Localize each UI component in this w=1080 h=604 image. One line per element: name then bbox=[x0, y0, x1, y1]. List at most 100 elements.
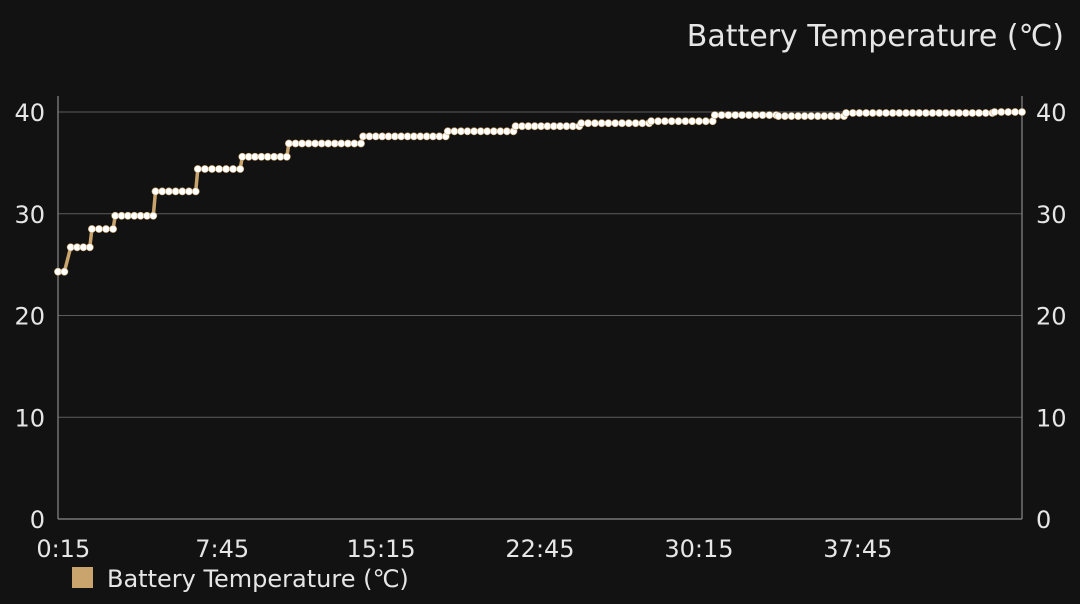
y-tick-right-40: 40 bbox=[1036, 99, 1067, 127]
data-point-12-0 bbox=[647, 117, 656, 126]
x-tick-4: 30:15 bbox=[664, 535, 733, 563]
data-point-9-4 bbox=[470, 127, 478, 136]
data-point-5-2 bbox=[208, 165, 216, 173]
data-point-15-1 bbox=[848, 109, 857, 117]
data-point-5-0 bbox=[193, 165, 202, 173]
data-point-11-9 bbox=[638, 119, 647, 128]
legend: Battery Temperature (℃) bbox=[72, 565, 409, 593]
data-point-12-1 bbox=[654, 117, 662, 126]
data-point-14-9 bbox=[833, 112, 842, 120]
y-tick-left-40: 40 bbox=[14, 99, 45, 127]
chart-title: Battery Temperature (℃) bbox=[687, 19, 1064, 54]
data-point-5-4 bbox=[222, 165, 230, 173]
data-point-2-1 bbox=[95, 225, 103, 233]
series-markers bbox=[54, 108, 1026, 276]
data-point-5-3 bbox=[215, 165, 223, 173]
data-point-15-2 bbox=[855, 109, 864, 117]
data-point-12-8 bbox=[701, 117, 710, 126]
data-point-9-3 bbox=[463, 127, 472, 136]
y-tick-left-20: 20 bbox=[14, 303, 45, 331]
data-point-7-2 bbox=[298, 139, 306, 148]
data-point-11-0 bbox=[577, 119, 586, 128]
data-point-16-4 bbox=[1018, 108, 1026, 116]
data-point-14-7 bbox=[820, 112, 829, 120]
data-point-14-6 bbox=[813, 112, 822, 120]
data-point-14-4 bbox=[800, 112, 809, 120]
data-point-9-0 bbox=[443, 127, 452, 136]
data-point-12-2 bbox=[661, 117, 669, 126]
data-point-7-5 bbox=[317, 139, 326, 148]
data-point-13-6 bbox=[751, 111, 760, 119]
data-point-3-6 bbox=[149, 211, 158, 220]
data-point-15-5 bbox=[875, 109, 884, 117]
data-point-5-6 bbox=[236, 165, 245, 173]
data-point-4-6 bbox=[191, 187, 200, 196]
data-point-12-5 bbox=[681, 117, 690, 126]
data-point-15-11 bbox=[915, 109, 924, 117]
y-tick-right-10: 10 bbox=[1036, 404, 1067, 432]
data-point-16-0 bbox=[990, 108, 999, 116]
data-point-7-9 bbox=[343, 139, 352, 148]
data-point-6-7 bbox=[282, 152, 291, 161]
data-point-15-20 bbox=[975, 109, 983, 117]
data-point-15-8 bbox=[895, 109, 904, 117]
data-point-15-15 bbox=[941, 109, 950, 117]
data-point-9-7 bbox=[489, 127, 498, 136]
data-point-9-9 bbox=[502, 127, 511, 136]
y-axis-right-ticks: 0 10 20 30 40 bbox=[1036, 99, 1067, 534]
data-point-13-0 bbox=[710, 111, 719, 119]
data-point-11-8 bbox=[631, 119, 640, 128]
data-point-4-1 bbox=[158, 187, 167, 196]
data-point-14-5 bbox=[807, 112, 816, 120]
data-point-4-3 bbox=[171, 187, 180, 196]
data-point-13-2 bbox=[724, 111, 733, 119]
data-point-4-0 bbox=[151, 187, 160, 196]
data-point-15-21 bbox=[981, 109, 990, 117]
data-point-16-3 bbox=[1011, 108, 1019, 116]
x-tick-1: 7:45 bbox=[195, 535, 249, 563]
y-tick-left-30: 30 bbox=[14, 201, 45, 229]
data-point-11-7 bbox=[624, 119, 633, 128]
data-point-4-2 bbox=[164, 187, 173, 196]
data-point-15-7 bbox=[888, 109, 897, 117]
data-point-13-8 bbox=[765, 111, 774, 119]
data-point-9-8 bbox=[496, 127, 505, 136]
data-point-7-10 bbox=[350, 139, 359, 148]
data-point-2-0 bbox=[88, 225, 96, 233]
data-point-13-7 bbox=[758, 111, 767, 119]
data-point-15-17 bbox=[955, 109, 963, 117]
data-point-11-4 bbox=[604, 119, 613, 128]
data-point-12-3 bbox=[667, 117, 676, 126]
y-tick-right-20: 20 bbox=[1036, 303, 1067, 331]
x-tick-5: 37:45 bbox=[823, 535, 892, 563]
data-point-9-1 bbox=[450, 127, 459, 136]
data-point-7-7 bbox=[330, 139, 339, 148]
data-point-7-0 bbox=[284, 139, 293, 148]
axes bbox=[57, 96, 1023, 520]
data-point-11-5 bbox=[611, 119, 620, 128]
data-point-14-2 bbox=[787, 112, 796, 120]
data-point-13-1 bbox=[717, 111, 726, 119]
data-point-15-0 bbox=[842, 109, 850, 117]
data-point-12-4 bbox=[674, 117, 683, 126]
data-point-15-14 bbox=[935, 109, 944, 117]
data-point-5-5 bbox=[229, 165, 237, 173]
y-axis-left-ticks: 0 10 20 30 40 bbox=[14, 99, 45, 534]
data-point-11-6 bbox=[618, 119, 626, 128]
x-axis-ticks: 0:15 7:45 15:15 22:45 30:15 37:45 bbox=[36, 535, 892, 563]
y-tick-left-10: 10 bbox=[14, 404, 45, 432]
data-point-12-6 bbox=[688, 117, 697, 126]
data-point-7-4 bbox=[311, 139, 319, 148]
data-point-7-8 bbox=[337, 139, 346, 148]
data-point-4-5 bbox=[185, 187, 193, 196]
legend-label-battery-temperature: Battery Temperature (℃) bbox=[107, 565, 409, 593]
data-point-0-1 bbox=[60, 267, 69, 276]
data-point-14-3 bbox=[794, 112, 802, 120]
data-point-15-19 bbox=[968, 109, 977, 117]
data-point-15-6 bbox=[882, 109, 890, 117]
data-point-15-18 bbox=[961, 109, 970, 117]
data-point-14-8 bbox=[827, 112, 835, 120]
y-tick-right-30: 30 bbox=[1036, 201, 1067, 229]
data-point-15-16 bbox=[948, 109, 957, 117]
